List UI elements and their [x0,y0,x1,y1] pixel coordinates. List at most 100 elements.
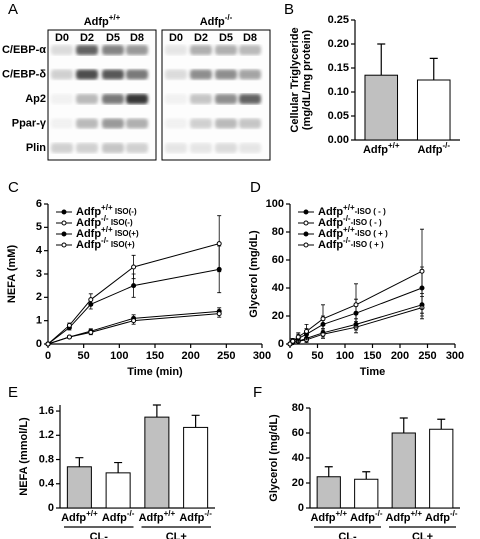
blot-band [102,45,124,55]
y-tick-label: 0.25 [328,14,349,26]
y-tick-label: 0.20 [328,38,349,50]
y-axis-label: (mg/dL/mg protein) [301,30,313,131]
blot-band [215,94,237,104]
error-bar [152,404,161,418]
y-tick-label: 0.05 [328,110,349,122]
y-tick-label: 80 [272,226,284,238]
y-tick-label: 0.15 [328,62,349,74]
x-tick-label: Adfp-/- [350,509,383,524]
group-label: CL+ [166,531,187,539]
marker [216,241,222,247]
day-label: D2 [80,32,94,44]
x-tick-label: 50 [78,350,90,362]
blot-band [102,118,124,129]
protein-label: C/EBP-α [2,44,46,56]
panel-label: D [250,179,261,196]
x-tick-label: Adfp+/+ [139,509,176,524]
panel-label: F [253,384,262,401]
day-label: D8 [243,32,257,44]
bar [66,466,92,509]
y-tick-label: 0 [48,502,54,514]
x-axis-label: Time [360,366,385,378]
y-tick-label: 1 [36,315,42,327]
y-tick-label: 3 [36,268,42,280]
blot-band [76,45,98,55]
marker [419,268,425,274]
blot-band [165,45,187,55]
x-tick-label: 150 [146,350,164,362]
error-bar [437,418,446,430]
y-axis-label: NEFA (mM) [6,245,18,304]
error-bar [429,57,438,80]
protein-label: C/EBP-δ [2,68,46,80]
y-tick-label: 0.8 [39,453,54,465]
x-tick-label: Adfp+/+ [310,509,347,524]
x-axis-label: Time (min) [127,366,183,378]
blot-band [190,118,212,129]
x-tick-label: Adfp-/- [425,509,458,524]
y-axis-label: NEFA (mmol/L) [18,417,30,496]
y-tick-label: 0.00 [328,134,349,146]
x-tick-label: Adfp-/- [179,509,212,524]
y-tick-label: 20 [292,477,304,489]
blot-band [239,69,261,80]
x-tick-label: 300 [253,350,271,362]
legend-label: Adfp-/--ISO ( - ) [318,214,382,229]
genotype-label: Adfp+/+ [84,13,121,28]
x-tick-label: 300 [446,350,464,362]
blot-band [165,94,187,104]
y-tick-label: 5 [36,221,42,233]
y-axis-label: Cellular Triglyceride [289,27,301,132]
y-tick-label: 80 [292,402,304,414]
blot-band [165,69,187,80]
error-bar [324,466,333,477]
error-bar [399,417,408,433]
legend-marker [61,242,67,248]
blot-band [215,45,237,55]
x-tick-label: 150 [363,350,381,362]
blot-band [126,69,148,80]
protein-label: Plin [26,142,46,154]
bar [364,74,399,141]
blot-band [215,118,237,129]
legend-label: Adfp-/- ISO(+) [76,236,135,251]
error-bar [362,471,371,480]
blot-band [165,143,187,153]
blot-band [126,94,148,104]
group-label: CL- [90,531,109,539]
y-tick-label: 60 [292,427,304,439]
x-tick-label: Adfp+/+ [61,509,98,524]
x-tick-label: 250 [217,350,235,362]
y-tick-label: 0.4 [39,478,55,490]
blot-band [102,94,124,104]
marker [45,341,51,347]
legend-label: Adfp+/+ ISO(-) [76,203,137,218]
blot-band [51,45,73,55]
day-label: D0 [169,32,183,44]
marker [290,338,296,344]
blot-band [239,45,261,55]
x-tick-label: Adfp-/- [102,509,135,524]
marker [66,334,72,340]
panel-label: E [8,384,18,401]
y-tick-label: 0 [36,338,42,350]
y-tick-label: 1.2 [39,429,54,441]
y-tick-label: 2 [36,291,42,303]
x-tick-label: 0 [287,350,293,362]
y-tick-label: 0 [298,502,304,514]
blot-band [76,118,98,129]
y-tick-label: 4 [36,245,43,257]
bar [316,476,341,509]
protein-label: Ap2 [25,93,46,105]
blot-band [165,118,187,129]
error-bar [377,43,386,76]
legend-marker [61,231,67,237]
legend-label: Adfp-/- ISO(-) [76,214,133,229]
marker [295,334,301,340]
bar [105,472,131,509]
blot-band [51,143,73,153]
legend-marker [303,209,309,215]
legend-label: Adfp+/+-ISO ( + ) [318,225,388,240]
bar [416,79,451,141]
x-tick-label: Adfp+/+ [385,509,422,524]
